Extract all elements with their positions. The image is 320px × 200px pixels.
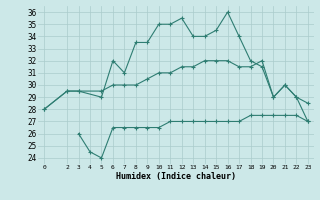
X-axis label: Humidex (Indice chaleur): Humidex (Indice chaleur) [116, 172, 236, 181]
